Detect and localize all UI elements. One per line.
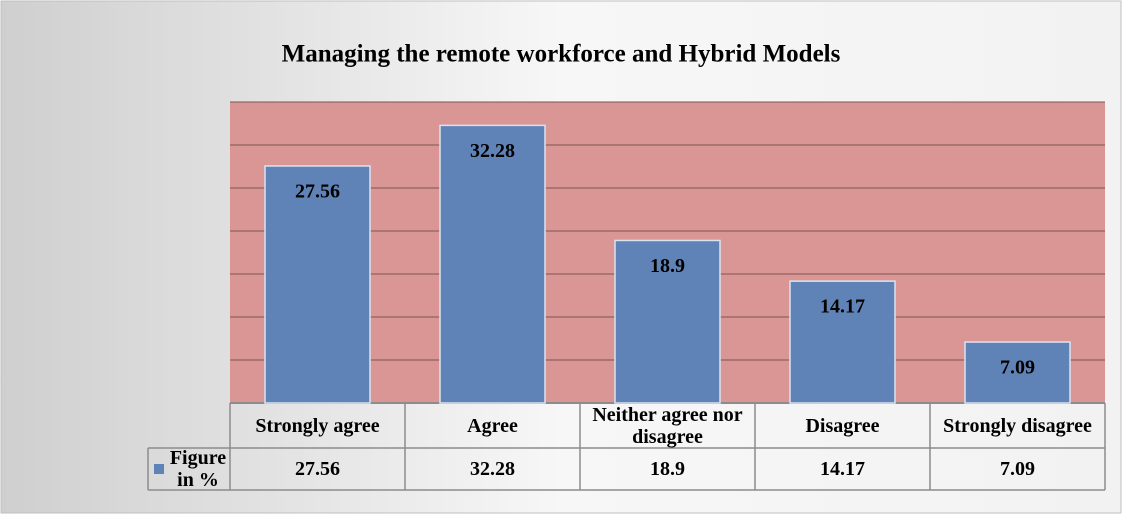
data-label: 18.9 (650, 255, 685, 277)
data-label: 7.09 (1000, 357, 1035, 379)
category-label: Neither agree nor disagree (592, 404, 743, 448)
table-value: 32.28 (470, 458, 515, 480)
category-label: Strongly disagree (943, 415, 1092, 437)
data-label: 32.28 (470, 140, 515, 162)
bar (614, 239, 721, 404)
data-label: 27.56 (295, 181, 340, 203)
table-value: 27.56 (295, 458, 340, 480)
bar (439, 124, 546, 404)
legend-swatch (154, 464, 164, 474)
data-label: 14.17 (820, 296, 865, 318)
category-label: Disagree (805, 415, 880, 437)
category-label: Agree (467, 415, 518, 437)
table-value: 14.17 (820, 458, 865, 480)
category-label: Strongly agree (255, 415, 380, 437)
legend-label: Figure in % (169, 447, 227, 491)
table-value: 7.09 (1000, 458, 1035, 480)
bar (964, 341, 1071, 404)
table-value: 18.9 (650, 458, 685, 480)
bar (264, 165, 371, 404)
bar (789, 280, 896, 404)
chart-title: Managing the remote workforce and Hybrid… (282, 41, 841, 68)
